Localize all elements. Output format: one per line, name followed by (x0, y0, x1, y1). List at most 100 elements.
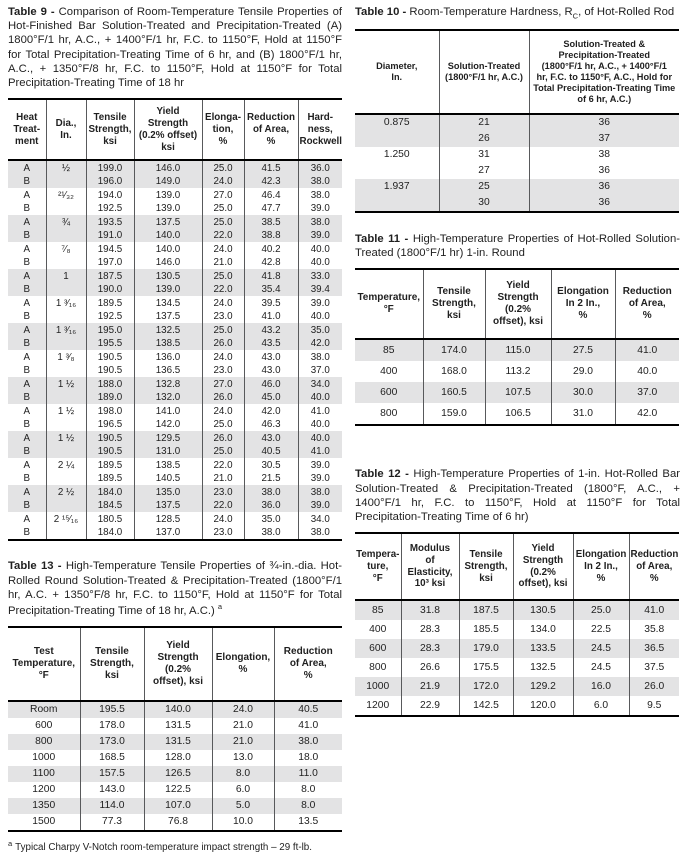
table-cell: 1200 (32, 784, 56, 796)
table-cell: 114.0 (79, 797, 144, 814)
table-cell: 43.0 (243, 363, 298, 378)
table-cell: 9.5 (628, 696, 679, 717)
right-column: Table 10 - Room-Temperature Hardness, RC… (355, 5, 680, 853)
table-cell: 146.0 (133, 255, 202, 270)
table-cell: 1 ½ (45, 404, 86, 418)
table-cell: 190.5 (85, 431, 134, 445)
table-cell: 136.0 (133, 350, 202, 364)
table-cell: 195.5 (85, 336, 134, 351)
table-cell: 43.0 (243, 350, 298, 364)
table-cell: 42.0 (614, 403, 679, 426)
table-cell: 194.5 (85, 242, 134, 256)
table-cell: 138.5 (133, 336, 202, 351)
table-cell: 179.0 (458, 639, 513, 659)
table-cell: 25.0 (201, 323, 244, 337)
table-cell: 36 (528, 194, 679, 212)
table-cell: 31.0 (550, 403, 615, 426)
table-cell: 24.0 (201, 174, 244, 189)
table-cell: 37.0 (297, 363, 342, 378)
table-row: B 192.5 139.0 25.0 47.7 39.0 (8, 201, 342, 216)
table-cell: 39.0 (297, 201, 342, 216)
table-cell: 160.5 (422, 382, 485, 404)
footnote-marker: a (8, 838, 13, 848)
table-cell: 1 ½ (45, 377, 86, 391)
table-cell: 38.5 (243, 215, 298, 229)
table-cell: 31.8 (400, 600, 459, 621)
table-cell: 8.0 (211, 765, 274, 782)
table-row: 400 168.0 113.2 29.0 40.0 (355, 361, 679, 383)
table-row: A 2 ¹⁵⁄₁₆ 180.5 128.5 24.0 35.0 34.0 (8, 512, 342, 526)
table-cell: A (8, 431, 46, 445)
table-cell: B (23, 311, 31, 323)
table-cell (355, 163, 439, 179)
table-cell: 129.2 (512, 677, 573, 697)
table-cell (355, 130, 439, 147)
table-row: A ½ 199.0 146.0 25.0 41.5 36.0 (8, 160, 342, 175)
table-cell: 30 (438, 194, 529, 212)
column-header: Tempera- ture, °F (355, 533, 401, 602)
table-cell: 22.0 (201, 228, 244, 243)
table-cell: 21.0 (201, 255, 244, 270)
table-cell: 195.5 (79, 700, 144, 718)
table-row: 800 173.0 131.5 21.0 38.0 (8, 733, 342, 750)
table-cell: 23.0 (201, 485, 244, 499)
table-cell: 131.5 (143, 733, 212, 750)
column-header: Tensile Strength, ksi (85, 99, 134, 162)
table-row: 600 160.5 107.5 30.0 37.0 (355, 382, 679, 404)
table-cell: 106.5 (484, 403, 551, 426)
table-cell: 140.0 (133, 228, 202, 243)
table-cell: 40.0 (297, 390, 342, 405)
table-cell: 190.0 (85, 282, 134, 297)
table-cell: 132.0 (133, 390, 202, 405)
table-cell: 190.5 (85, 363, 134, 378)
table-cell: 23.0 (201, 363, 244, 378)
table-row: 30 36 (355, 194, 679, 212)
table-row: B 190.0 139.0 22.0 35.4 39.4 (8, 282, 342, 297)
table-cell: 131.5 (143, 717, 212, 734)
table-row: A 1 187.5 130.5 25.0 41.8 33.0 (8, 269, 342, 283)
table-cell: 26.6 (400, 658, 459, 678)
table-cell: 24.0 (201, 242, 244, 256)
table-cell: 107.0 (143, 797, 212, 814)
table-cell: 140.5 (133, 471, 202, 486)
column-header: Test Temperature, °F (8, 626, 80, 702)
table-cell: 1000 (355, 677, 401, 697)
table-row: 600 178.0 131.5 21.0 41.0 (8, 717, 342, 734)
table-cell: 137.5 (133, 215, 202, 229)
table-cell: 41.0 (273, 717, 342, 734)
table-cell: B (23, 365, 31, 377)
table-row: 1100 157.5 126.5 8.0 11.0 (8, 765, 342, 782)
table-cell: 39.0 (297, 228, 342, 243)
table-cell: 42.0 (243, 404, 298, 418)
table-row: B 189.5 140.5 21.0 21.5 39.0 (8, 471, 342, 486)
table-cell: 46.0 (243, 377, 298, 391)
table-cell: 1 (45, 269, 86, 283)
table-cell: 30.5 (243, 458, 298, 472)
table-cell (355, 194, 439, 212)
table-cell: 23.0 (201, 525, 244, 541)
table-cell: 800 (369, 662, 387, 674)
table-cell: 1.250 (383, 149, 410, 161)
table-cell: 5.0 (211, 797, 274, 814)
table9-caption-label: Table 9 - (8, 6, 59, 18)
table-cell: 35.8 (628, 620, 679, 640)
table-cell: 41.5 (243, 160, 298, 175)
column-header: Tensile Strength, ksi (458, 533, 513, 602)
table-cell: B (23, 473, 31, 485)
table-cell: 132.8 (133, 377, 202, 391)
table-row: A 1 ³⁄₁₆ 189.5 134.5 24.0 39.5 39.0 (8, 296, 342, 310)
table-cell: 43.5 (243, 336, 298, 351)
table13: Test Temperature, °F Tensile Strength, ks… (8, 625, 342, 832)
table-cell: 39.0 (297, 296, 342, 310)
table-cell: B (8, 282, 46, 297)
table-cell: 174.0 (422, 339, 485, 362)
table-cell: 40.5 (273, 700, 342, 718)
table-cell: 26 (438, 130, 529, 147)
table-cell: 130.5 (512, 600, 573, 621)
table-row: B 190.5 136.5 23.0 43.0 37.0 (8, 363, 342, 378)
column-header: Heat Treat- ment (8, 99, 46, 162)
table-cell: 2 ½ (45, 485, 86, 499)
table-cell: 134.0 (512, 620, 573, 640)
table-cell: 8.0 (273, 781, 342, 798)
